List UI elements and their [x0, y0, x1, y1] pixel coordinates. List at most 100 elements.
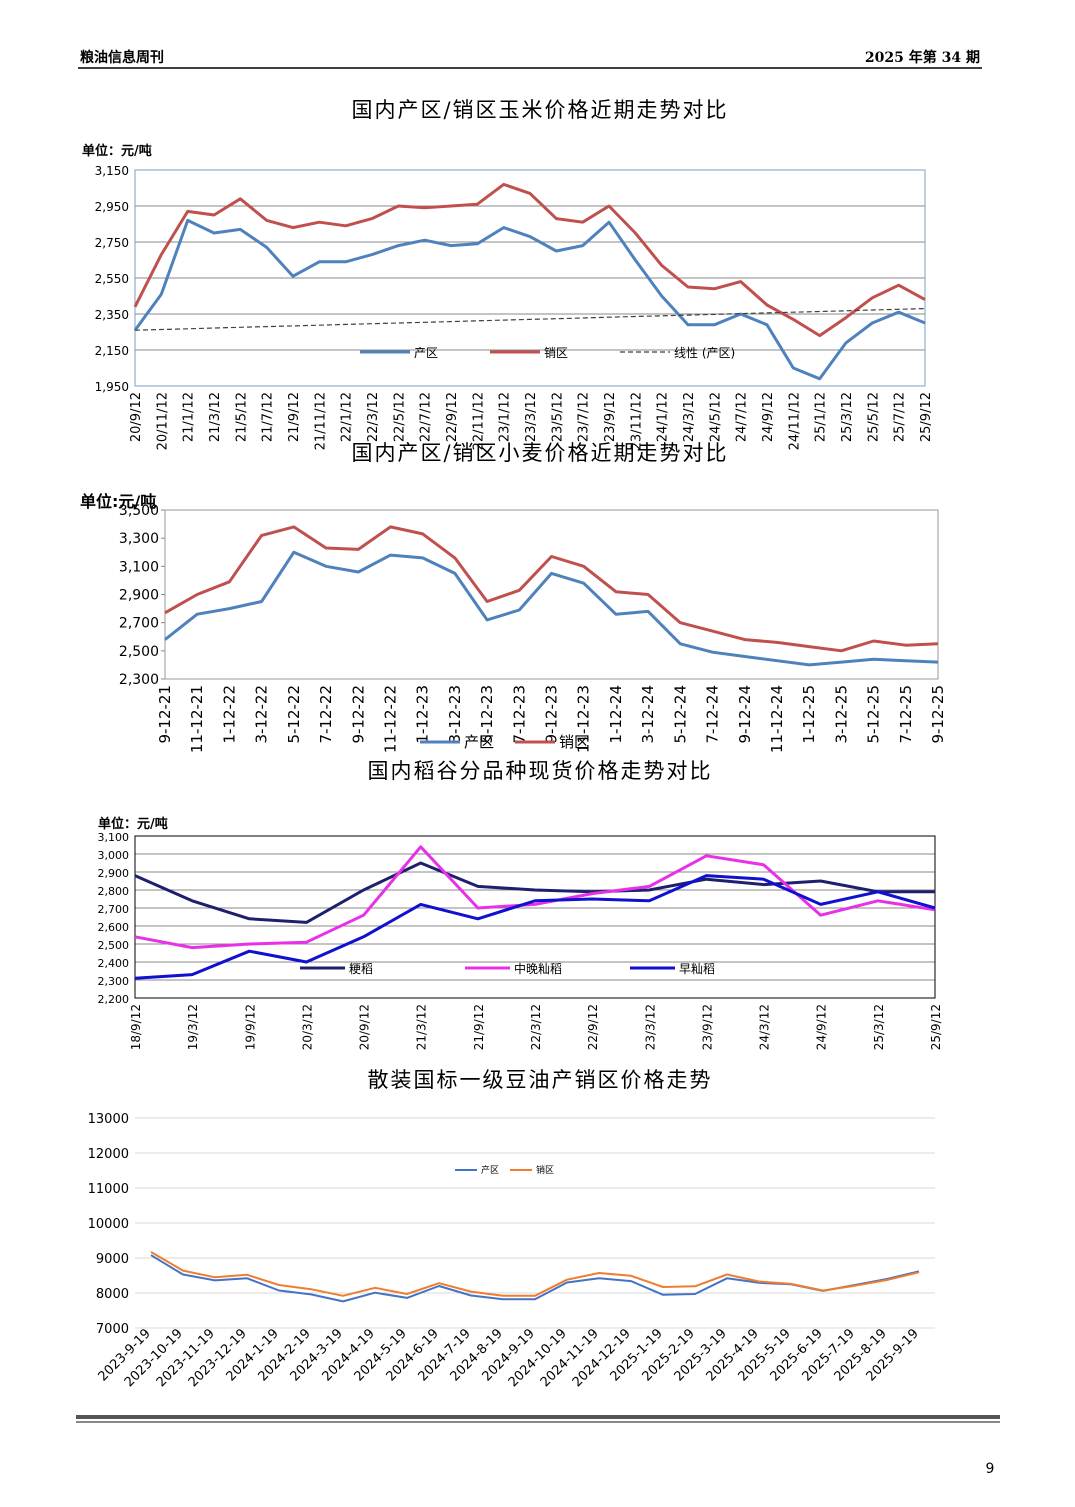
x-tick-label: 25/5/12 — [866, 392, 881, 442]
x-tick-label: 3-12-24 — [639, 685, 657, 744]
legend-label: 产区 — [464, 733, 494, 751]
chart-title: 国内稻谷分品种现货价格走势对比 — [368, 759, 713, 783]
x-tick-label: 24/3/12 — [758, 1004, 772, 1050]
y-tick-label: 1,950 — [95, 380, 129, 394]
x-tick-label: 19/9/12 — [243, 1004, 257, 1050]
y-tick-label: 12000 — [88, 1147, 129, 1162]
y-tick-label: 2,700 — [119, 616, 159, 632]
x-tick-label: 20/11/12 — [155, 392, 170, 450]
x-tick-label: 1-12-24 — [607, 685, 625, 744]
x-tick-label: 7-12-22 — [317, 685, 335, 744]
x-tick-label: 22/11/12 — [471, 392, 486, 450]
x-tick-label: 22/3/12 — [366, 392, 381, 442]
series-line — [150, 1251, 920, 1297]
x-tick-label: 1-12-22 — [220, 685, 238, 744]
x-tick-label: 9-12-25 — [929, 685, 947, 744]
chart-title: 国内产区/销区小麦价格近期走势对比 — [351, 441, 728, 465]
header-left: 粮油信息周刊 — [80, 49, 164, 66]
series-line — [134, 845, 936, 950]
x-tick-label: 25/1/12 — [814, 392, 829, 442]
x-tick-label: 23/3/12 — [643, 1004, 657, 1050]
legend-label: 早籼稻 — [679, 962, 715, 976]
y-tick-label: 8000 — [96, 1287, 129, 1302]
x-tick-label: 23/9/12 — [700, 1004, 714, 1050]
y-tick-label: 3,150 — [95, 164, 129, 178]
y-tick-label: 3,100 — [119, 559, 159, 575]
x-tick-label: 22/5/12 — [392, 392, 407, 442]
footer-rule — [76, 1415, 1000, 1419]
unit-label: 单位：元/吨 — [82, 143, 152, 159]
x-tick-label: 7-12-23 — [510, 685, 528, 744]
y-tick-label: 2,350 — [95, 308, 129, 322]
x-tick-label: 25/9/12 — [919, 392, 934, 442]
x-tick-label: 11-12-23 — [575, 685, 593, 753]
legend-label: 产区 — [481, 1164, 499, 1176]
x-tick-label: 24/5/12 — [708, 392, 723, 442]
x-tick-label: 7-12-24 — [704, 685, 722, 744]
y-tick-label: 2,800 — [98, 885, 130, 898]
header-right: 2025 年第 34 期 — [865, 49, 980, 66]
x-tick-label: 22/1/12 — [340, 392, 355, 442]
x-tick-label: 18/9/12 — [129, 1004, 143, 1050]
series-line — [133, 218, 926, 381]
y-tick-label: 13000 — [88, 1112, 129, 1127]
x-tick-label: 23/3/12 — [524, 392, 539, 442]
x-tick-label: 24/9/12 — [761, 392, 776, 442]
legend-label: 粳稻 — [349, 962, 373, 976]
y-tick-label: 3,500 — [119, 503, 159, 519]
x-tick-label: 24/9/12 — [815, 1004, 829, 1050]
series-line — [134, 874, 936, 980]
x-tick-label: 20/3/12 — [300, 1004, 314, 1050]
legend-label: 线性 (产区) — [674, 346, 735, 360]
legend-label: 销区 — [536, 1164, 554, 1176]
legend-label: 中晚籼稻 — [514, 961, 562, 976]
x-tick-label: 21/3/12 — [415, 1004, 429, 1050]
x-tick-label: 9-12-21 — [156, 685, 174, 744]
y-tick-label: 2,900 — [119, 588, 159, 604]
x-tick-label: 25/9/12 — [929, 1004, 943, 1050]
x-tick-label: 25/3/12 — [872, 1004, 886, 1050]
unit-label: 单位：元/吨 — [98, 816, 168, 832]
y-tick-label: 2,550 — [95, 272, 129, 286]
x-tick-label: 11-12-24 — [768, 685, 786, 753]
x-tick-label: 3-12-25 — [832, 685, 850, 744]
x-tick-label: 11-12-22 — [381, 685, 399, 753]
series-line — [164, 550, 939, 667]
y-tick-label: 2,300 — [98, 975, 130, 988]
x-tick-label: 24/11/12 — [787, 392, 802, 450]
x-tick-label: 21/5/12 — [234, 392, 249, 442]
x-tick-label: 21/7/12 — [261, 392, 276, 442]
x-tick-label: 24/1/12 — [656, 392, 671, 442]
legend-label: 销区 — [559, 733, 589, 751]
page-number: 9 — [986, 1461, 995, 1477]
x-tick-label: 1-12-25 — [800, 685, 818, 744]
x-tick-label: 23/1/12 — [498, 392, 513, 442]
x-tick-label: 24/7/12 — [735, 392, 750, 442]
series-line — [164, 525, 939, 653]
x-tick-label: 5-12-23 — [478, 685, 496, 744]
plot-border — [134, 169, 926, 387]
x-tick-label: 23/9/12 — [603, 392, 618, 442]
x-tick-label: 22/3/12 — [529, 1004, 543, 1050]
y-tick-label: 2,600 — [98, 921, 130, 934]
y-tick-label: 11000 — [88, 1182, 129, 1197]
x-tick-label: 9-12-22 — [349, 685, 367, 744]
x-tick-label: 20/9/12 — [129, 392, 144, 442]
y-tick-label: 2,400 — [98, 957, 130, 970]
chart-title: 散装国标一级豆油产销区价格走势 — [368, 1068, 713, 1092]
legend-label: 销区 — [544, 346, 568, 360]
y-tick-label: 2,300 — [119, 672, 159, 688]
x-tick-label: 3-12-22 — [253, 685, 271, 744]
x-tick-label: 5-12-24 — [671, 685, 689, 744]
legend-label: 产区 — [414, 346, 438, 360]
y-tick-label: 10000 — [88, 1217, 129, 1232]
y-tick-label: 2,200 — [98, 993, 130, 1006]
series-line — [134, 308, 926, 331]
chart-title: 国内产区/销区玉米价格近期走势对比 — [351, 98, 728, 122]
y-tick-label: 2,150 — [95, 344, 129, 358]
y-tick-label: 2,900 — [98, 867, 130, 880]
x-tick-label: 11-12-21 — [188, 685, 206, 753]
x-tick-label: 24/3/12 — [682, 392, 697, 442]
x-tick-label: 25/7/12 — [893, 392, 908, 442]
